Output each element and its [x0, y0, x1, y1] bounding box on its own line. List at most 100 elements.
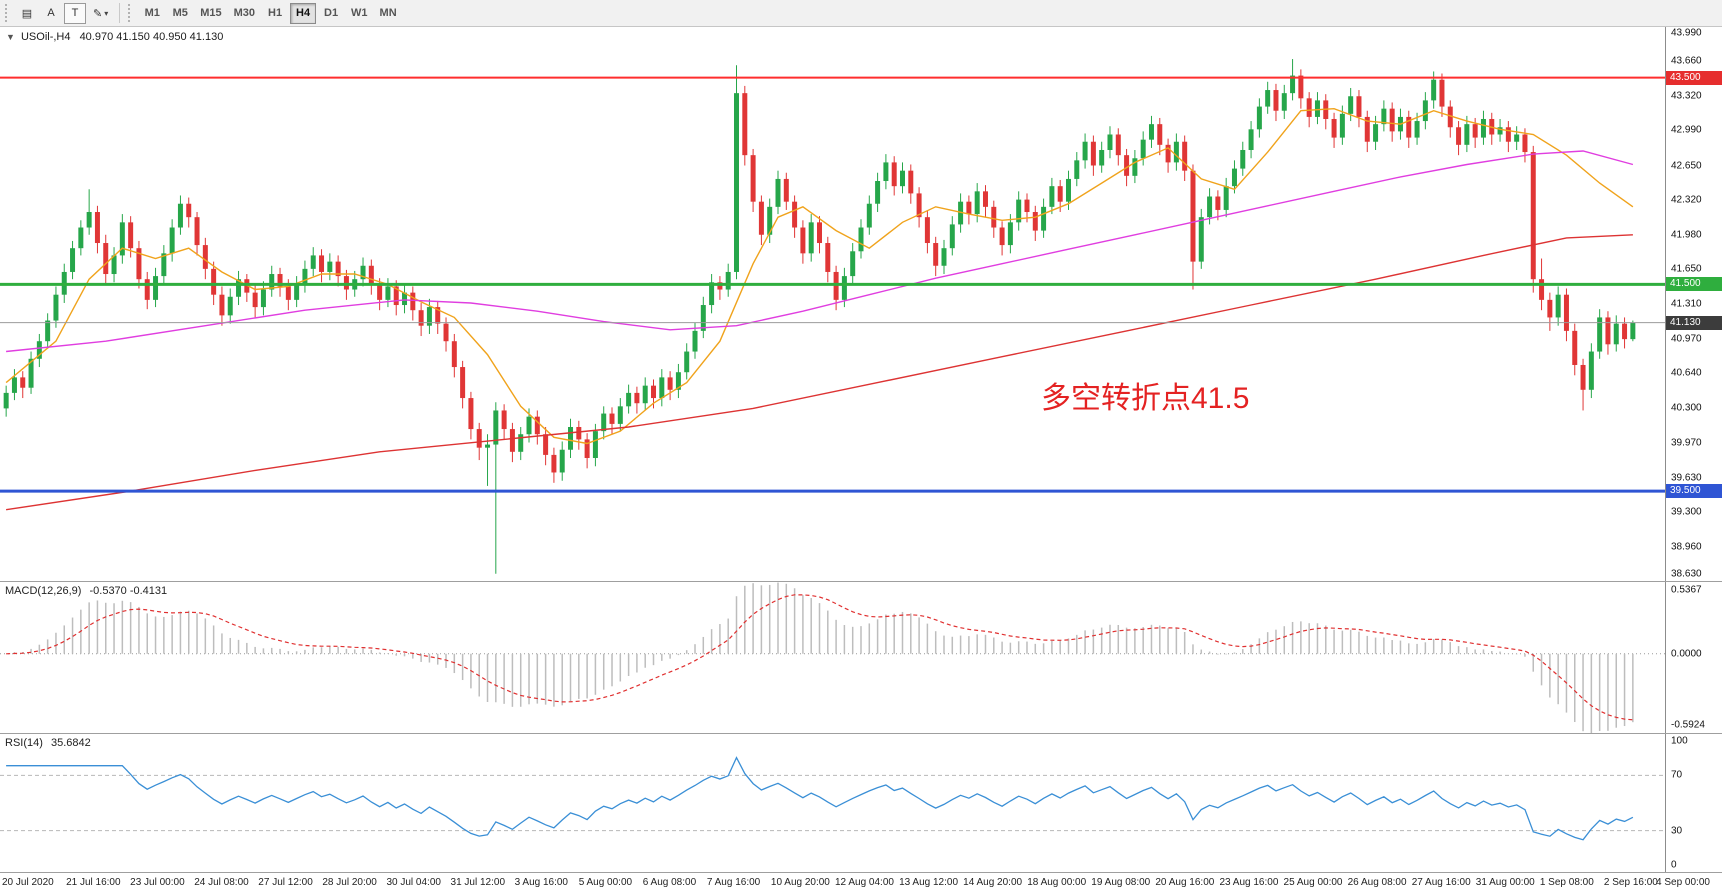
rsi-axis-label: 100 [1671, 735, 1688, 747]
chevron-down-icon: ▾ [104, 8, 109, 18]
macd-label: MACD(12,26,9) -0.5370 -0.4131 [5, 585, 167, 597]
symbol-name: USOil-,H4 [20, 31, 71, 43]
rsi-line [6, 756, 1634, 841]
chart-annotation: 多空转折点41.5 [1041, 382, 1249, 415]
price-axis-label: 42.320 [1671, 194, 1702, 206]
time-axis-label: 2 Sep 16:00 [1603, 877, 1658, 888]
text-label-tool[interactable]: A [40, 3, 62, 24]
timeframe-button-mn[interactable]: MN [375, 3, 402, 24]
price-axis-label: 40.970 [1671, 333, 1702, 345]
chart-toolbar: ▤ A T ✎ ▾ M1 M5 M15 M30 H1 H4 D1 W1 MN [0, 0, 1722, 27]
timeframe-button-m5[interactable]: M5 [167, 3, 193, 24]
price-axis-label: 41.650 [1671, 263, 1702, 275]
price-axis-label: 38.630 [1671, 568, 1702, 580]
time-axis-label: 25 Aug 00:00 [1283, 877, 1343, 888]
macd-row: MACD(12,26,9) -0.5370 -0.4131 0.5367 0.00… [0, 581, 1722, 733]
chart-list-icon[interactable]: ▤ [16, 3, 38, 24]
rsi-label: RSI(14) 35.6842 [5, 737, 91, 749]
price-axis-label: 40.640 [1671, 367, 1702, 379]
time-axis-label: 31 Jul 12:00 [450, 877, 506, 888]
time-axis-label: 28 Jul 20:00 [322, 877, 377, 888]
timeframe-button-h1[interactable]: H1 [262, 3, 288, 24]
rsi-value: 35.6842 [50, 737, 91, 749]
time-axis-label: 23 Aug 16:00 [1219, 877, 1279, 888]
time-axis-label: 26 Aug 08:00 [1347, 877, 1407, 888]
time-axis-label: 10 Aug 20:00 [770, 877, 830, 888]
macd-signal-line [6, 594, 1633, 721]
ma-mid [6, 150, 1634, 353]
rsi-row: RSI(14) 35.6842 100 70 30 0 [0, 733, 1722, 872]
price-axis-label: 38.960 [1671, 541, 1702, 553]
toolbar-grip [5, 4, 10, 22]
time-axis-label: 20 Aug 16:00 [1155, 877, 1215, 888]
timeframe-button-d1[interactable]: D1 [318, 3, 344, 24]
price-axis-label: 42.650 [1671, 160, 1702, 171]
timeframe-button-h4[interactable]: H4 [290, 2, 317, 24]
price-axis-label: 43.320 [1671, 90, 1702, 102]
price-axis-label: 43.660 [1671, 55, 1702, 67]
macd-values: -0.5370 -0.4131 [89, 585, 168, 597]
macd-axis-label: 0.5367 [1671, 584, 1702, 596]
price-axis-label: 41.980 [1671, 229, 1702, 241]
time-axis-label: 12 Aug 04:00 [835, 877, 894, 888]
time-axis-label: 27 Jul 12:00 [258, 877, 313, 888]
price-tag: 41.500 [1666, 277, 1722, 292]
text-box-tool[interactable]: T [64, 2, 86, 24]
timeframe-button-m1[interactable]: M1 [139, 3, 165, 24]
price-axis-label: 41.310 [1671, 298, 1702, 310]
symbol-label: ▼ USOil-,H4 40.970 41.150 40.950 41.130 [6, 31, 223, 43]
main-price-axis[interactable]: 43.990 43.660 43.320 42.990 42.650 42.320 41.9… [1665, 27, 1722, 581]
time-axis-label: 4 Sep 00:00 [1656, 877, 1710, 888]
macd-axis[interactable]: 0.5367 0.0000 -0.5924 [1665, 582, 1722, 733]
time-axis-label: 5 Aug 00:00 [578, 877, 633, 888]
time-axis-label: 23 Jul 00:00 [130, 877, 185, 888]
time-axis-label: 7 Aug 16:00 [706, 877, 761, 888]
time-axis-label: 31 Aug 00:00 [1475, 877, 1535, 888]
price-axis-label: 39.300 [1671, 506, 1702, 518]
time-axis-label: 1 Sep 08:00 [1539, 877, 1594, 888]
time-axis-label: 6 Aug 08:00 [642, 877, 697, 888]
timeframe-button-w1[interactable]: W1 [346, 3, 373, 24]
macd-plot[interactable]: MACD(12,26,9) -0.5370 -0.4131 [0, 582, 1665, 733]
timeframe-button-m15[interactable]: M15 [195, 3, 226, 24]
time-axis-label: 20 Jul 2020 [2, 877, 54, 888]
price-tag: 43.500 [1666, 70, 1722, 85]
main-chart-row: ▼ USOil-,H4 40.970 41.150 40.950 41.130 … [0, 27, 1722, 581]
symbol-ohlc: 40.970 41.150 40.950 41.130 [79, 31, 224, 43]
time-axis-label: 18 Aug 00:00 [1027, 877, 1087, 888]
macd-axis-label: -0.5924 [1671, 719, 1705, 731]
macd-name: MACD(12,26,9) [5, 585, 82, 597]
pencil-icon: ✎ [93, 7, 103, 20]
time-axis-label: 3 Aug 16:00 [514, 877, 568, 888]
price-tag: 39.500 [1666, 484, 1722, 499]
time-axis-label: 14 Aug 20:00 [963, 877, 1023, 888]
macd-axis-label: 0.0000 [1671, 648, 1702, 660]
price-axis-label: 40.300 [1671, 402, 1702, 414]
symbol-dropdown-icon[interactable]: ▼ [6, 32, 15, 42]
main-chart-plot[interactable]: ▼ USOil-,H4 40.970 41.150 40.950 41.130 … [0, 27, 1665, 581]
price-axis-label: 39.970 [1671, 437, 1702, 448]
rsi-plot[interactable]: RSI(14) 35.6842 [0, 734, 1665, 872]
toolbar-separator [119, 3, 121, 23]
price-axis-label: 42.990 [1671, 124, 1702, 136]
toolbar-grip [128, 4, 133, 22]
time-axis-label: 27 Aug 16:00 [1411, 877, 1471, 888]
price-axis-label: 39.630 [1671, 472, 1702, 484]
rsi-axis-label: 70 [1671, 769, 1683, 781]
timeframe-button-m30[interactable]: M30 [229, 3, 260, 24]
ma-slow [5, 234, 1633, 511]
draw-tool[interactable]: ✎ ▾ [88, 3, 113, 24]
price-tag: 41.130 [1666, 315, 1722, 330]
time-axis-label: 13 Aug 12:00 [899, 877, 959, 888]
rsi-name: RSI(14) [5, 737, 43, 749]
time-axis-label: 19 Aug 08:00 [1091, 877, 1151, 888]
time-axis-label: 30 Jul 04:00 [386, 877, 441, 888]
time-axis-label: 21 Jul 16:00 [66, 877, 121, 888]
time-axis[interactable]: 20 Jul 2020 21 Jul 16:00 23 Jul 00:00 24 Ju… [0, 872, 1722, 894]
timeframe-toolbar: M1 M5 M15 M30 H1 H4 D1 W1 MN [138, 2, 402, 24]
rsi-axis-label: 0 [1671, 859, 1677, 871]
time-axis-label: 24 Jul 08:00 [194, 877, 249, 888]
rsi-axis[interactable]: 100 70 30 0 [1665, 734, 1722, 872]
rsi-axis-label: 30 [1671, 825, 1683, 837]
